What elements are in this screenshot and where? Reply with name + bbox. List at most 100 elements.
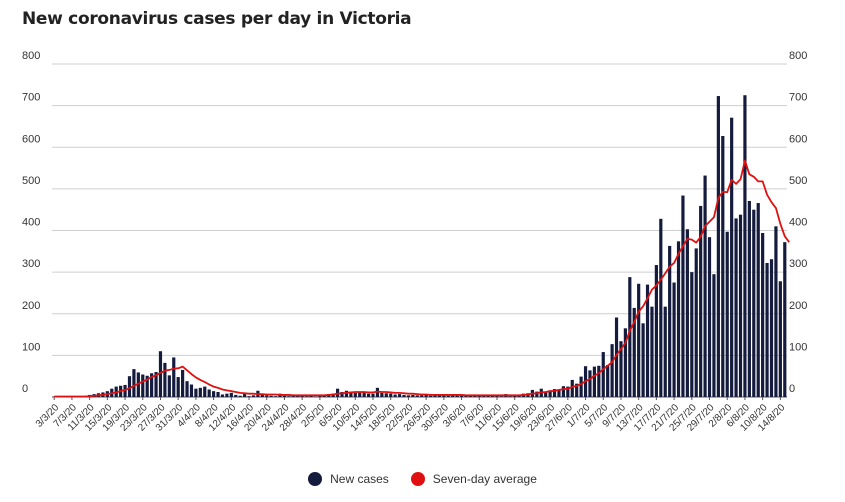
bar [424, 394, 428, 397]
bar [592, 366, 596, 397]
bar [774, 226, 778, 397]
bar [216, 392, 220, 397]
legend-item-seven-day-average[interactable]: Seven-day average [410, 472, 537, 486]
bar [508, 396, 512, 397]
bar [243, 394, 247, 397]
bar [207, 389, 211, 397]
bar [234, 394, 238, 397]
bar [274, 396, 278, 397]
legend-swatch-seven-day-average [410, 472, 425, 486]
bar [685, 229, 689, 397]
bar [561, 386, 565, 397]
y-tick-label-left: 500 [22, 175, 40, 187]
bar [676, 241, 681, 397]
bar [247, 396, 251, 397]
y-tick-label-left: 100 [22, 341, 40, 353]
bar [756, 203, 760, 397]
bar [340, 392, 344, 397]
legend-item-new-cases[interactable]: New cases [308, 472, 389, 486]
bar [716, 96, 720, 398]
bar [393, 394, 397, 397]
y-axis-right: 0 100 200 300 400 500 600 700 800 [789, 50, 807, 395]
bar [189, 384, 194, 397]
bar [601, 352, 605, 397]
bar [752, 209, 756, 397]
bar [353, 392, 357, 397]
chart-svg: 0 100 200 300 400 500 600 700 800 0 100 200 300 400 5… [22, 50, 807, 434]
bar [402, 394, 406, 397]
bar [730, 117, 734, 397]
y-tick-label-right: 600 [789, 133, 807, 145]
bar [212, 391, 216, 397]
bar [579, 376, 583, 397]
bar [344, 390, 349, 397]
chart-title: New coronavirus cases per day in Victori… [22, 9, 412, 29]
bar [406, 395, 411, 397]
y-axis-left: 0 100 200 300 400 500 600 700 800 [22, 50, 40, 395]
bar [659, 218, 663, 397]
bar [322, 395, 326, 397]
bar [282, 395, 287, 397]
bar [437, 395, 442, 397]
bar [575, 383, 579, 397]
bar [358, 392, 362, 397]
bar [305, 396, 309, 397]
bar [163, 362, 167, 397]
y-tick-label-left: 0 [22, 383, 28, 395]
legend-label-seven-day-average: Seven-day average [432, 472, 537, 486]
bar [765, 262, 769, 397]
bar [141, 374, 145, 397]
bar [738, 214, 743, 397]
y-tick-label-right: 400 [789, 217, 807, 229]
bar [681, 195, 685, 397]
bar [158, 351, 163, 397]
bar [588, 370, 592, 397]
bar [694, 248, 698, 397]
gridlines [52, 63, 787, 398]
bar [712, 274, 716, 397]
bar [544, 392, 548, 397]
bar [194, 388, 198, 397]
y-tick-label-left: 200 [22, 300, 40, 312]
bar [499, 396, 504, 397]
bar [650, 306, 654, 397]
bar [672, 282, 676, 397]
bar [552, 389, 557, 397]
bar [778, 281, 782, 397]
bar [707, 237, 712, 397]
y-tick-label-right: 0 [789, 383, 795, 395]
bar [265, 395, 269, 397]
y-tick-label-right: 800 [789, 50, 807, 62]
bar [384, 393, 388, 397]
bar [225, 393, 229, 397]
bar [420, 395, 424, 397]
bar [181, 369, 185, 397]
bar [123, 384, 127, 397]
bar [641, 323, 645, 397]
bar [699, 205, 703, 397]
bar [251, 395, 256, 397]
bar [468, 395, 473, 397]
bar [477, 395, 481, 397]
bar [570, 379, 574, 397]
bar [645, 284, 650, 397]
bar [428, 395, 433, 397]
bar [132, 369, 136, 397]
bar [654, 265, 658, 397]
bar [783, 242, 787, 397]
bar [220, 394, 225, 397]
legend: New cases Seven-day average [0, 472, 845, 486]
y-tick-label-left: 700 [22, 92, 40, 104]
bar [415, 395, 419, 397]
bar [628, 277, 632, 397]
bar [291, 395, 295, 397]
bar [198, 387, 202, 397]
bar [513, 395, 517, 397]
bar [380, 392, 384, 397]
legend-label-new-cases: New cases [330, 472, 389, 486]
bar [761, 233, 765, 397]
bar [185, 381, 189, 397]
bar [309, 395, 313, 397]
bar [743, 95, 747, 397]
bar [747, 200, 751, 397]
